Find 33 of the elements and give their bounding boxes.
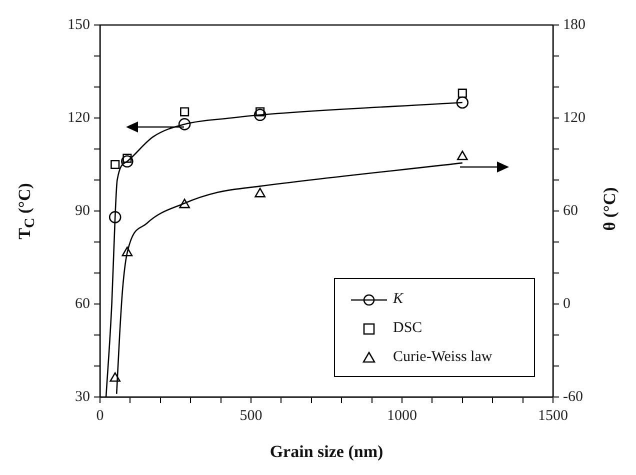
point bbox=[179, 198, 190, 208]
point bbox=[254, 188, 266, 198]
y2-tick-label: 60 bbox=[563, 202, 578, 219]
y-tick-label: 150 bbox=[68, 16, 90, 33]
point bbox=[110, 160, 120, 170]
y2-tick-label: 0 bbox=[563, 296, 570, 312]
x-tick-label: 500 bbox=[240, 408, 262, 424]
y2-tick-label: 180 bbox=[563, 16, 586, 33]
point bbox=[254, 108, 266, 122]
point bbox=[108, 211, 122, 224]
point bbox=[458, 88, 467, 98]
point bbox=[178, 118, 191, 130]
y2-axis-title: θ (°C) bbox=[600, 186, 620, 233]
x-tick-label: 1500 bbox=[538, 408, 568, 424]
y2-tick-label: -60 bbox=[563, 388, 583, 405]
x-tick-label: 0 bbox=[96, 408, 104, 424]
point bbox=[110, 372, 121, 382]
point bbox=[122, 246, 133, 256]
point bbox=[121, 155, 134, 168]
point bbox=[456, 96, 469, 109]
x-axis-title: Grain size (nm) bbox=[268, 442, 384, 462]
y2-tick-label: 120 bbox=[563, 110, 586, 126]
legend-label: DSC bbox=[393, 320, 422, 337]
legend-label: K bbox=[393, 291, 404, 308]
y-tick-label: 30 bbox=[75, 388, 90, 405]
point bbox=[180, 107, 190, 116]
y-tick-label: 90 bbox=[75, 202, 90, 219]
y-tick-label: 60 bbox=[75, 296, 90, 312]
x-tick-label: 1000 bbox=[387, 408, 417, 424]
y-tick-label: 120 bbox=[68, 110, 90, 126]
legend-label: Curie-Weiss law bbox=[393, 349, 492, 366]
point bbox=[456, 150, 468, 160]
point bbox=[122, 154, 132, 163]
